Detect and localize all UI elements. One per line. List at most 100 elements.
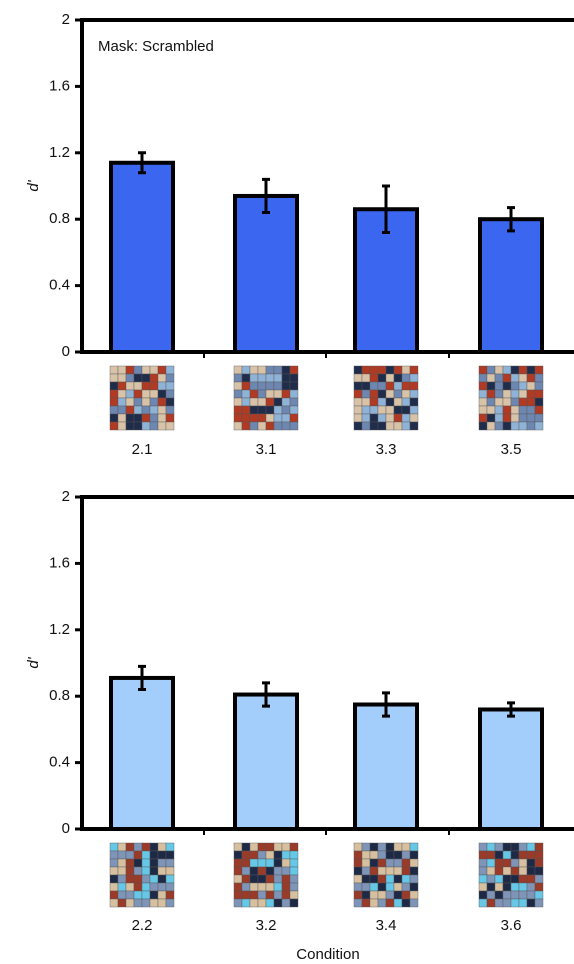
- thumbnail-tile: [402, 891, 410, 899]
- thumbnail-tile: [110, 867, 118, 875]
- thumbnail-tile: [394, 398, 402, 406]
- thumbnail-tile: [402, 382, 410, 390]
- thumbnail-tile: [126, 366, 134, 374]
- thumbnail-tile: [118, 398, 126, 406]
- thumbnail-tile: [258, 843, 266, 851]
- thumbnail-tile: [274, 867, 282, 875]
- thumbnail-tile: [386, 422, 394, 430]
- thumbnail-tile: [166, 374, 174, 382]
- thumbnail-tile: [487, 883, 495, 891]
- thumbnail-tile: [479, 398, 487, 406]
- thumbnail-tile: [378, 414, 386, 422]
- thumbnail-tile: [503, 366, 511, 374]
- thumbnail-tile: [118, 390, 126, 398]
- thumbnail-tile: [495, 891, 503, 899]
- thumbnail-tile: [290, 867, 298, 875]
- thumbnail-tile: [394, 899, 402, 907]
- x-tick-label: 3.5: [501, 441, 522, 458]
- thumbnail-tile: [134, 883, 142, 891]
- thumbnail-tile: [378, 382, 386, 390]
- thumbnail-tile: [410, 374, 418, 382]
- thumbnail-tile: [527, 422, 535, 430]
- thumbnail-tile: [535, 899, 543, 907]
- thumbnail-tile: [134, 859, 142, 867]
- thumbnail-tile: [250, 382, 258, 390]
- thumbnail-tile: [158, 366, 166, 374]
- thumbnail-tile: [402, 398, 410, 406]
- thumbnail: [234, 366, 298, 430]
- thumbnail-tile: [134, 406, 142, 414]
- thumbnail-tile: [402, 867, 410, 875]
- thumbnail-tile: [142, 374, 150, 382]
- thumbnail-tile: [282, 891, 290, 899]
- thumbnail-tile: [402, 374, 410, 382]
- thumbnail-tile: [527, 843, 535, 851]
- thumbnail-tile: [535, 843, 543, 851]
- thumbnail-tile: [370, 390, 378, 398]
- thumbnail-tile: [402, 899, 410, 907]
- thumbnail-tile: [479, 366, 487, 374]
- thumbnail-tile: [126, 406, 134, 414]
- thumbnail-tile: [258, 875, 266, 883]
- thumbnail-tile: [142, 406, 150, 414]
- thumbnail-tile: [234, 891, 242, 899]
- thumbnail-tile: [126, 374, 134, 382]
- thumbnail-tile: [410, 390, 418, 398]
- x-axis-label: Condition: [296, 946, 359, 963]
- thumbnail-tile: [362, 414, 370, 422]
- thumbnail-tile: [150, 899, 158, 907]
- thumbnail-tile: [386, 859, 394, 867]
- thumbnail-tile: [402, 859, 410, 867]
- bar: [235, 196, 297, 352]
- thumbnail-tile: [274, 406, 282, 414]
- x-tick-label: 3.4: [376, 917, 397, 934]
- thumbnail-tile: [479, 422, 487, 430]
- thumbnail-tile: [110, 390, 118, 398]
- thumbnail-tile: [150, 851, 158, 859]
- thumbnail-tile: [126, 859, 134, 867]
- thumbnail-tile: [274, 390, 282, 398]
- thumbnail-tile: [266, 875, 274, 883]
- thumbnail-tile: [402, 843, 410, 851]
- thumbnail-tile: [527, 374, 535, 382]
- thumbnail-tile: [142, 390, 150, 398]
- thumbnail-tile: [370, 875, 378, 883]
- bar: [235, 695, 297, 829]
- thumbnail-tile: [166, 851, 174, 859]
- thumbnail-tile: [118, 891, 126, 899]
- annotation: Mask: Scrambled: [98, 38, 214, 55]
- thumbnail-tile: [266, 891, 274, 899]
- thumbnail-tile: [378, 875, 386, 883]
- thumbnail-tile: [126, 875, 134, 883]
- thumbnail-tile: [234, 366, 242, 374]
- thumbnail-tile: [386, 390, 394, 398]
- thumbnail-tile: [250, 414, 258, 422]
- thumbnail-tile: [134, 899, 142, 907]
- thumbnail-tile: [242, 398, 250, 406]
- thumbnail-tile: [503, 899, 511, 907]
- thumbnail-tile: [258, 382, 266, 390]
- thumbnail-tile: [386, 398, 394, 406]
- thumbnail-tile: [535, 382, 543, 390]
- thumbnail-tile: [519, 422, 527, 430]
- thumbnail-tile: [258, 899, 266, 907]
- bar: [480, 219, 542, 352]
- thumbnail-tile: [535, 374, 543, 382]
- thumbnail-tile: [527, 382, 535, 390]
- thumbnail-tile: [166, 859, 174, 867]
- thumbnail-tile: [142, 851, 150, 859]
- thumbnail-tile: [386, 843, 394, 851]
- thumbnail-tile: [250, 867, 258, 875]
- thumbnail-tile: [258, 883, 266, 891]
- bar: [480, 709, 542, 829]
- thumbnail-tile: [282, 851, 290, 859]
- thumbnail-tile: [378, 843, 386, 851]
- thumbnail-tile: [495, 414, 503, 422]
- thumbnail-tile: [479, 374, 487, 382]
- thumbnail-tile: [370, 843, 378, 851]
- thumbnail-tile: [487, 843, 495, 851]
- thumbnail-tile: [535, 390, 543, 398]
- thumbnail-tile: [142, 366, 150, 374]
- thumbnail-tile: [158, 406, 166, 414]
- x-tick-label: 3.2: [256, 917, 277, 934]
